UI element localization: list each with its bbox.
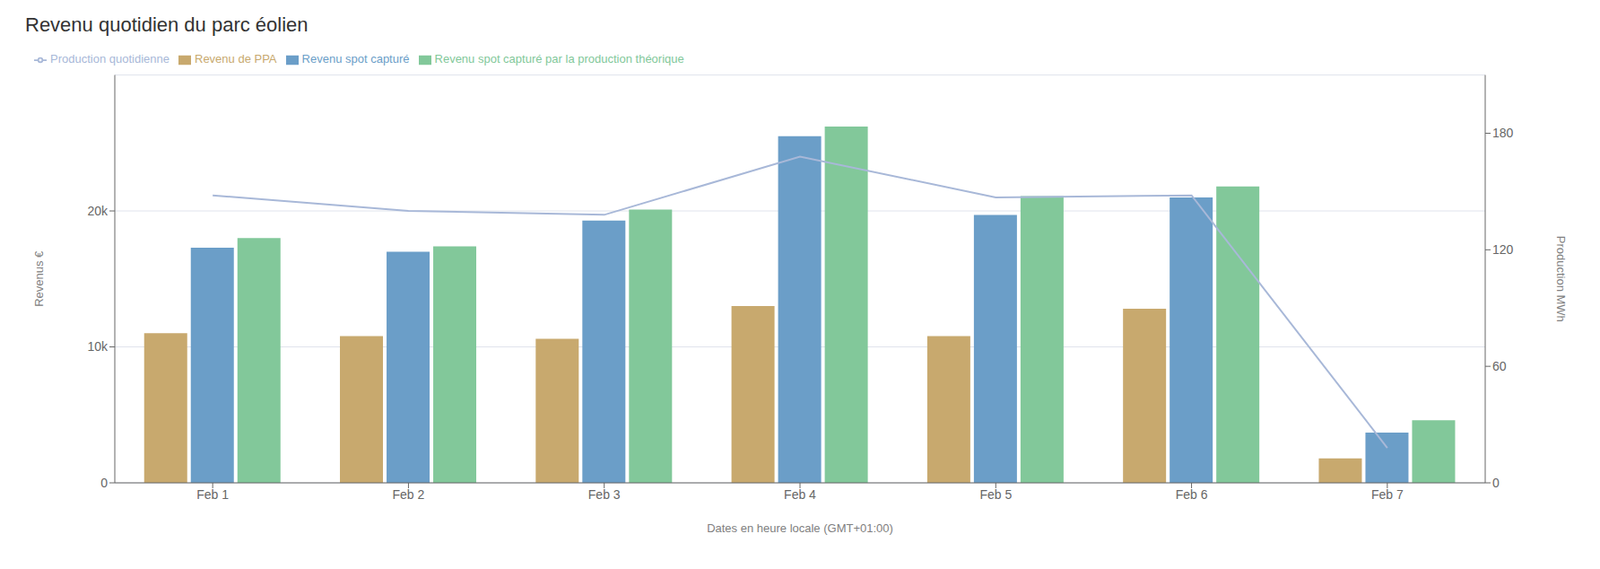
html-text:Revenu spot capturé: Revenu spot capturé <box>301 52 410 66</box>
svg-text:10k: 10k <box>86 339 109 354</box>
svg-text:20k: 20k <box>86 203 109 218</box>
svg-text:180: 180 <box>1492 125 1514 140</box>
svg-text:120: 120 <box>1492 242 1514 257</box>
svg-text:Feb 2: Feb 2 <box>392 486 426 502</box>
svg-text:Feb 5: Feb 5 <box>979 486 1012 502</box>
html-text:Revenu de PPA: Revenu de PPA <box>194 52 277 66</box>
html-text:Revenu spot capturé par la pro: Revenu spot capturé par la production th… <box>434 52 685 66</box>
svg-text:0: 0 <box>100 475 108 490</box>
svg-text:Feb 7: Feb 7 <box>1371 486 1404 502</box>
svg-text:60: 60 <box>1492 358 1507 374</box>
svg-text:Feb 4: Feb 4 <box>783 486 817 502</box>
svg-text:0: 0 <box>1492 475 1500 490</box>
svg-text:Dates en heure locale (GMT+01:: Dates en heure locale (GMT+01:00) <box>706 521 894 535</box>
html-text:Revenu quotidien du parc éolie: Revenu quotidien du parc éolien <box>25 13 309 36</box>
svg-text:Production MWh: Production MWh <box>1554 235 1568 322</box>
svg-text:Revenus €: Revenus € <box>32 250 46 307</box>
svg-text:Feb 6: Feb 6 <box>1175 486 1209 502</box>
svg-text:Feb 1: Feb 1 <box>196 486 229 502</box>
svg-text:Feb 3: Feb 3 <box>588 486 621 502</box>
html-text:Production quotidienne: Production quotidienne <box>50 52 170 66</box>
